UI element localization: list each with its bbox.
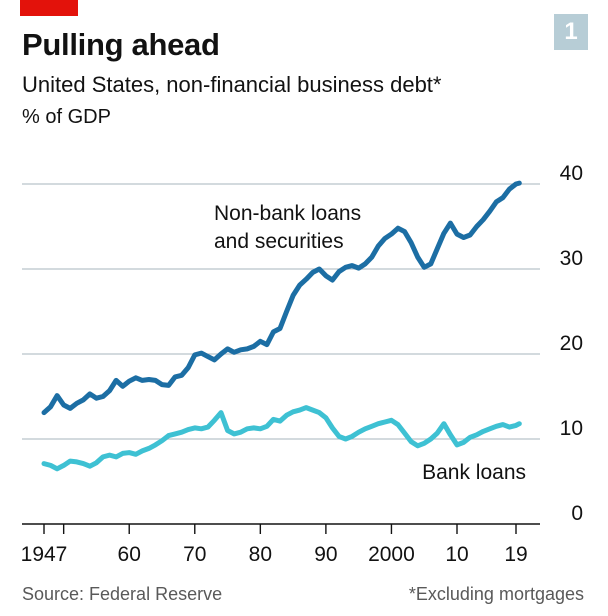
chart-number-badge: 1 bbox=[554, 14, 588, 50]
y-tick-label-20: 20 bbox=[560, 332, 583, 355]
footnote: *Excluding mortgages bbox=[408, 584, 584, 604]
series-lines bbox=[41, 180, 522, 472]
x-tick-label-2000: 2000 bbox=[368, 543, 415, 566]
chart-title: Pulling ahead bbox=[22, 27, 220, 62]
y-tick-label-10: 10 bbox=[560, 417, 583, 440]
x-tick-label-1960: 60 bbox=[118, 543, 141, 566]
x-tick-label-1980: 80 bbox=[249, 543, 272, 566]
bank-series-line bbox=[41, 405, 522, 472]
gridlines bbox=[22, 183, 540, 525]
x-tick-label-1970: 70 bbox=[183, 543, 206, 566]
x-tick-label-2010: 10 bbox=[445, 543, 468, 566]
chart-unit-label: % of GDP bbox=[22, 106, 111, 128]
nonbank-series-label-line-2: and securities bbox=[214, 230, 344, 253]
brand-accent-bar bbox=[20, 0, 78, 16]
y-tick-label-40: 40 bbox=[560, 162, 583, 185]
y-tick-label-30: 30 bbox=[560, 247, 583, 270]
x-tick-label-1990: 90 bbox=[314, 543, 337, 566]
y-tick-label-0: 0 bbox=[571, 502, 583, 525]
x-axis: 1947 60 70 80 90 2000 10 19 bbox=[21, 524, 528, 566]
nonbank-series-line bbox=[41, 180, 522, 416]
y-axis-ticks: 0 10 20 30 40 bbox=[560, 162, 583, 525]
nonbank-series-label-line-1: Non-bank loans bbox=[214, 202, 361, 225]
x-tick-label-1947: 1947 bbox=[21, 543, 68, 566]
source-note: Source: Federal Reserve bbox=[22, 584, 223, 604]
chart-subtitle: United States, non-financial business de… bbox=[22, 72, 442, 97]
x-tick-label-2019: 19 bbox=[504, 543, 527, 566]
bank-series-label-line-1: Bank loans bbox=[422, 461, 526, 484]
series-labels: Non-bank loans and securities Bank loans bbox=[214, 202, 526, 484]
